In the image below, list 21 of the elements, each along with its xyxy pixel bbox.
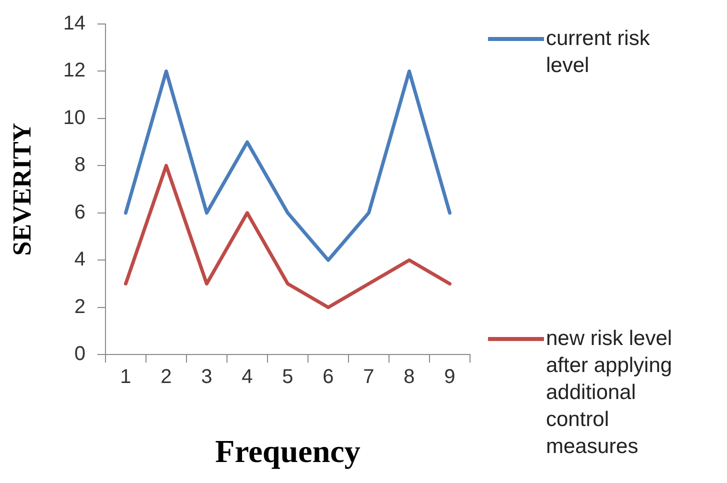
y-tick-label: 14	[63, 12, 86, 35]
legend-label: new risk level after applying additional control measures	[546, 326, 674, 460]
y-tick-label: 10	[63, 106, 86, 129]
y-tick-label: 0	[74, 343, 86, 366]
x-tick-label: 5	[282, 366, 294, 388]
x-tick-label: 9	[444, 366, 456, 388]
y-tick-label: 6	[74, 201, 86, 224]
y-tick-label: 8	[74, 154, 86, 176]
x-axis-title: Frequency	[215, 433, 360, 470]
x-tick-label: 2	[160, 366, 172, 388]
x-tick-label: 6	[322, 366, 334, 388]
y-tick-label: 12	[63, 60, 86, 82]
y-tick-label: 4	[74, 248, 86, 271]
legend-label: current risk level	[546, 26, 651, 79]
x-tick-label: 1	[120, 366, 132, 388]
x-tick-label: 3	[201, 366, 212, 388]
x-tick-label: 7	[363, 366, 374, 388]
y-tick-label: 2	[74, 296, 86, 318]
y-axis-title: SEVERITY	[7, 122, 36, 256]
x-tick-label: 4	[242, 366, 253, 388]
x-tick-label: 8	[404, 366, 415, 388]
